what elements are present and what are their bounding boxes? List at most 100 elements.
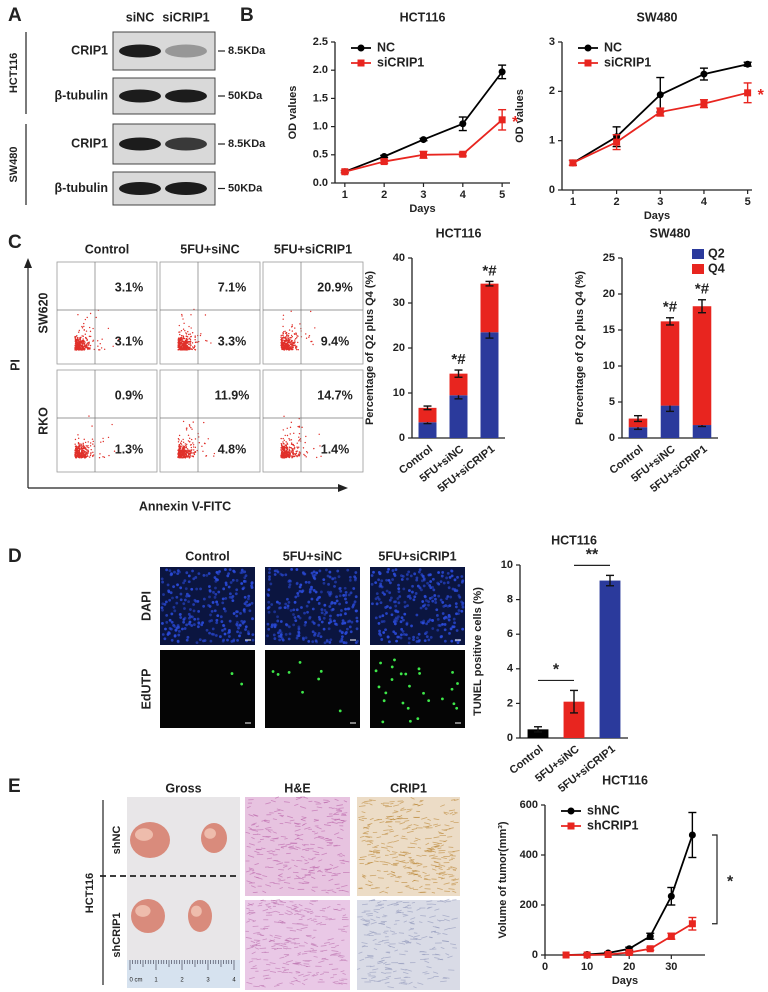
blot-panel <box>112 31 216 71</box>
fiber <box>380 803 385 805</box>
fiber <box>299 963 303 966</box>
fiber <box>374 980 381 983</box>
fiber <box>298 877 304 880</box>
fiber <box>342 820 347 823</box>
flow-dot <box>84 453 86 456</box>
nucleus <box>235 610 238 614</box>
fiber <box>276 808 284 812</box>
fiber <box>408 981 413 985</box>
nucleus <box>333 619 336 623</box>
flow-dot <box>77 434 79 436</box>
flow-dot <box>293 448 296 450</box>
row-label: DAPI <box>139 591 153 621</box>
bar-segment <box>449 395 468 438</box>
tumor <box>188 900 212 932</box>
fiber <box>373 910 379 914</box>
bar-segment <box>628 418 648 428</box>
nucleus <box>422 577 426 581</box>
flow-dot <box>305 450 308 453</box>
fiber <box>384 981 390 984</box>
nucleus <box>292 613 295 616</box>
y-tick-label: 200 <box>520 899 538 911</box>
fiber <box>448 827 454 830</box>
error-bar <box>570 689 578 714</box>
flow-dot <box>77 442 80 445</box>
nucleus <box>267 627 271 631</box>
nucleus <box>344 597 347 601</box>
chart-title: HCT116 <box>602 773 648 787</box>
flow-dot <box>294 327 296 329</box>
data-point <box>562 951 570 959</box>
fiber <box>311 809 318 812</box>
fiber <box>411 862 418 865</box>
fiber <box>440 980 447 983</box>
fiber <box>273 984 280 987</box>
fiber <box>326 844 332 846</box>
nucleus <box>287 625 291 629</box>
nucleus <box>346 620 350 624</box>
nucleus <box>210 609 214 613</box>
nucleus <box>460 609 464 613</box>
fiber <box>392 856 399 859</box>
nucleus <box>192 603 196 606</box>
flow-dot <box>182 335 184 337</box>
fiber <box>398 853 406 857</box>
fiber <box>432 841 439 844</box>
flow-dot <box>189 440 191 443</box>
blot-band <box>119 44 161 58</box>
flow-dot <box>302 447 305 449</box>
flow-dot <box>87 450 90 453</box>
texture <box>358 797 460 894</box>
ruler-label: 3 <box>206 978 210 984</box>
flow-dot <box>287 343 289 346</box>
nucleus <box>449 595 453 599</box>
flow-dot <box>299 323 301 325</box>
cell-line-label: SW480 <box>8 146 20 182</box>
fiber <box>279 921 283 924</box>
nucleus <box>192 577 196 581</box>
protein-label: β-tubulin <box>55 181 108 195</box>
flow-dot <box>103 456 106 459</box>
fiber <box>252 822 257 825</box>
flow-dot <box>177 455 179 458</box>
flow-dot <box>185 342 188 345</box>
nucleus <box>300 606 303 609</box>
fiber <box>441 829 448 831</box>
tunel-cell <box>301 690 304 694</box>
flow-dot <box>178 457 180 459</box>
nucleus <box>268 575 271 579</box>
fiber <box>381 939 389 942</box>
fiber <box>288 913 294 916</box>
fiber <box>339 859 345 862</box>
fiber <box>388 945 395 949</box>
nucleus <box>436 617 440 621</box>
legend-marker <box>567 807 575 815</box>
fiber <box>294 877 301 880</box>
flow-dot <box>192 421 194 423</box>
fiber <box>314 832 319 835</box>
fiber <box>311 857 316 859</box>
nucleus <box>243 595 247 599</box>
nucleus <box>211 627 215 631</box>
fiber <box>340 959 348 962</box>
flow-dot <box>102 456 104 458</box>
flow-dot <box>290 347 292 349</box>
fiber <box>301 952 308 955</box>
flow-dot <box>86 446 89 448</box>
bar <box>527 729 549 738</box>
fiber <box>310 947 315 950</box>
x-tick-label: 3 <box>657 196 663 208</box>
flow-dot <box>319 445 321 447</box>
fiber <box>325 891 329 894</box>
fiber <box>433 823 438 826</box>
fiber <box>266 850 273 852</box>
edutp-image <box>265 650 360 728</box>
fiber <box>376 819 383 821</box>
fiber <box>300 855 305 858</box>
nucleus <box>429 586 433 590</box>
flow-dot <box>283 345 285 348</box>
fiber <box>394 977 402 980</box>
fiber <box>331 950 339 952</box>
y-tick-label: 0.0 <box>313 177 328 189</box>
